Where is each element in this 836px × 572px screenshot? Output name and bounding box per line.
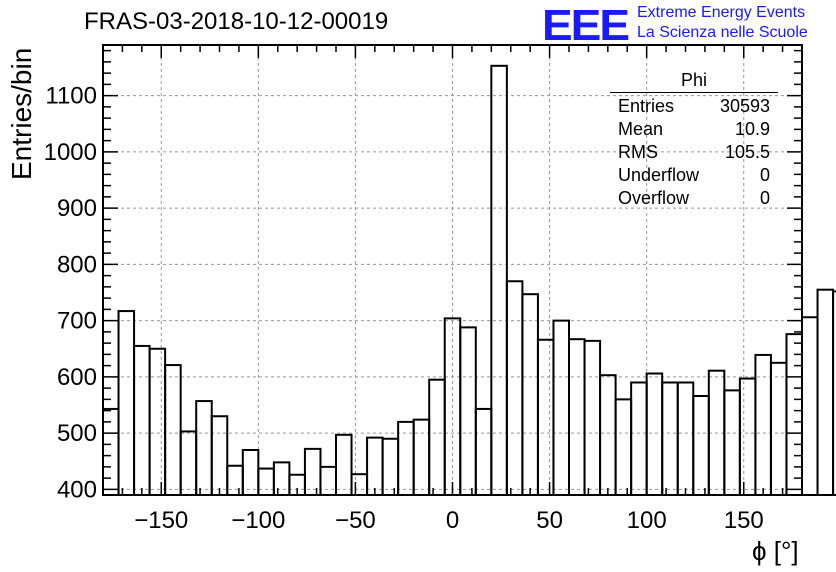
histogram-bin bbox=[241, 449, 260, 496]
x-tick-label: −100 bbox=[231, 507, 285, 534]
stats-row-mean: Mean 10.9 bbox=[610, 118, 778, 141]
histogram-bin bbox=[645, 372, 664, 496]
histogram-bin bbox=[521, 293, 539, 496]
stats-row-overflow: Overflow 0 bbox=[610, 187, 778, 210]
stats-label: RMS bbox=[618, 142, 658, 162]
x-tick-label: 50 bbox=[536, 507, 563, 534]
stats-label: Underflow bbox=[618, 165, 700, 185]
stats-label: Overflow bbox=[618, 188, 690, 208]
histogram-bin bbox=[816, 288, 835, 496]
eee-tagline-1: Extreme Energy Events bbox=[637, 4, 806, 21]
y-tick-label: 700 bbox=[57, 308, 97, 335]
histogram-bin bbox=[676, 381, 695, 496]
stats-label: Entries bbox=[618, 96, 675, 116]
histogram-bin bbox=[754, 353, 772, 496]
histogram-bin bbox=[552, 319, 571, 496]
x-tick-label: −50 bbox=[335, 507, 376, 534]
eee-tagline-2: La Scienza nelle Scuole bbox=[637, 24, 808, 41]
histogram-bin bbox=[536, 338, 555, 496]
histogram-bin bbox=[303, 447, 322, 496]
stats-value: 30593 bbox=[719, 96, 770, 116]
histogram-bin bbox=[350, 473, 369, 496]
histogram-bin bbox=[630, 381, 648, 496]
histogram-bin bbox=[785, 333, 804, 496]
histogram-bin bbox=[505, 280, 524, 496]
histogram-bin bbox=[366, 436, 384, 496]
histogram-bin bbox=[769, 361, 788, 496]
histogram-bin bbox=[738, 377, 757, 496]
y-tick-label: 800 bbox=[57, 251, 97, 278]
histogram-bin bbox=[832, 290, 836, 496]
histogram-bin bbox=[568, 338, 586, 496]
chart-title: FRAS-03-2018-10-12-00019 bbox=[84, 8, 389, 35]
histogram-bin bbox=[412, 418, 431, 496]
histogram-bin bbox=[490, 64, 508, 496]
histogram-bin bbox=[133, 344, 151, 496]
stats-row-underflow: Underflow 0 bbox=[610, 164, 778, 187]
histogram-bin bbox=[272, 461, 291, 496]
histogram-bin bbox=[474, 407, 493, 496]
histogram-bin bbox=[428, 378, 446, 496]
histogram-bin bbox=[117, 310, 136, 496]
histogram-bin bbox=[148, 347, 167, 496]
eee-logo: EEE bbox=[542, 0, 630, 50]
y-tick-label: 1100 bbox=[45, 83, 97, 110]
histogram-bin bbox=[459, 326, 477, 496]
y-tick-label: 900 bbox=[57, 195, 97, 222]
y-axis-label: Entries/bin bbox=[6, 47, 37, 180]
histogram-bin bbox=[583, 339, 602, 496]
histogram-bin bbox=[195, 400, 213, 496]
stats-label: Mean bbox=[618, 119, 664, 139]
stats-value: 0 bbox=[759, 188, 770, 208]
histogram-bin bbox=[257, 467, 275, 496]
stats-value: 105.5 bbox=[724, 142, 770, 162]
histogram-bin bbox=[381, 437, 400, 496]
x-tick-label: −150 bbox=[134, 507, 188, 534]
histogram-bin bbox=[164, 364, 182, 496]
histogram-bin bbox=[226, 464, 244, 496]
histogram-bin bbox=[661, 381, 679, 496]
histogram-bin bbox=[179, 430, 198, 496]
stats-box: Phi Entries 30593 Mean 10.9 RMS 105.5 Un… bbox=[610, 70, 778, 210]
y-tick-label: 1000 bbox=[44, 139, 97, 166]
x-tick-label: 100 bbox=[627, 507, 667, 534]
stats-value: 0 bbox=[759, 165, 770, 185]
y-tick-label: 400 bbox=[57, 476, 97, 503]
histogram-bin bbox=[599, 374, 617, 496]
y-tick-label: 500 bbox=[57, 420, 97, 447]
histogram-bin bbox=[801, 316, 819, 496]
histogram-bin bbox=[723, 389, 741, 496]
histogram-bin bbox=[335, 433, 353, 496]
histogram-bin bbox=[692, 395, 710, 496]
x-tick-label: 0 bbox=[446, 507, 459, 534]
stats-row-entries: Entries 30593 bbox=[610, 95, 778, 118]
stats-row-rms: RMS 105.5 bbox=[610, 141, 778, 164]
y-tick-label: 600 bbox=[57, 364, 97, 391]
stats-value: 10.9 bbox=[734, 119, 770, 139]
x-tick-label: 150 bbox=[724, 507, 764, 534]
histogram-bin bbox=[210, 415, 229, 496]
stats-name: Phi bbox=[610, 70, 778, 93]
histogram-bin bbox=[319, 465, 338, 496]
histogram-bin bbox=[614, 398, 633, 496]
x-axis-label: ϕ [°] bbox=[752, 536, 799, 566]
